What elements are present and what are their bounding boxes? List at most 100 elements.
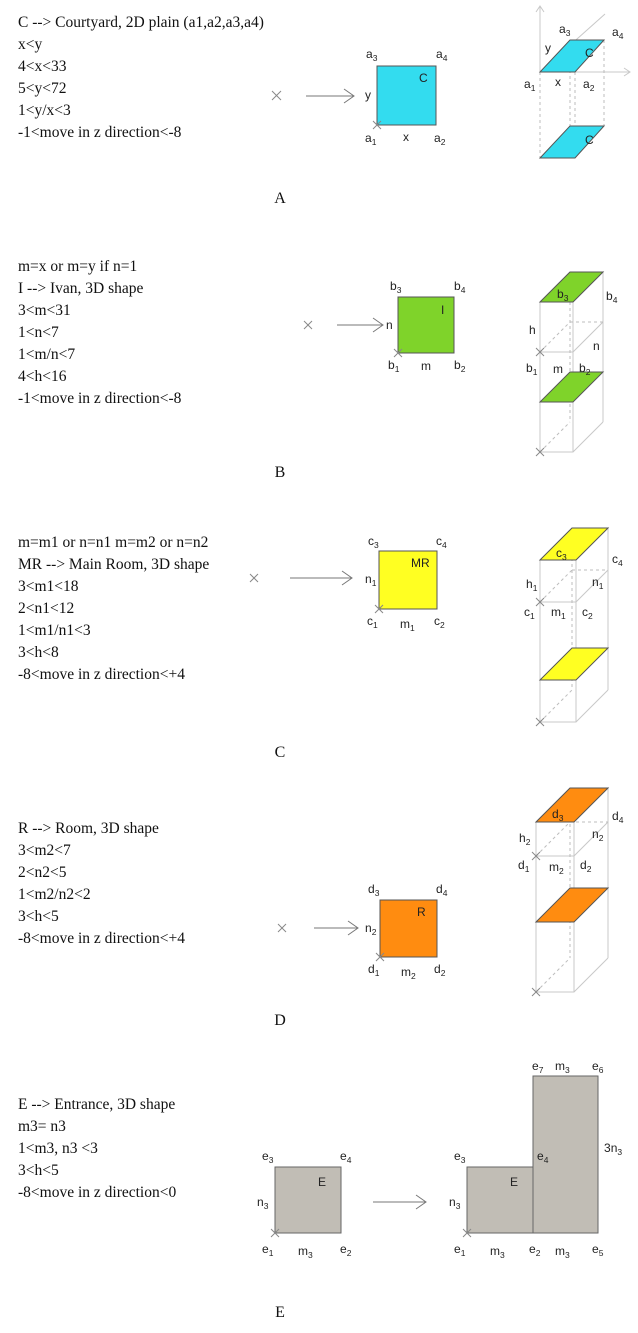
corner-3d-c3: c3 (556, 546, 567, 562)
corner-a3: a3 (366, 47, 378, 63)
rule-line: 1<m1/n1<3 (18, 622, 91, 639)
corner-3d-d3: d3 (552, 807, 564, 823)
corner-l-e5: e5 (592, 1242, 604, 1258)
depth-label-3d: h2 (519, 831, 531, 847)
diagram-c: MR n1 m1 c3 c4 c1 c2 h1 n1 m1 c3 c4 c1 c… (249, 526, 623, 727)
height-label: n1 (365, 572, 377, 588)
diagram-a: C y x a3 a4 a1 a2 C C y x a3 a4 a1 a2 (271, 5, 631, 159)
shape-letter: R (417, 905, 426, 919)
origin-cross (303, 320, 313, 330)
rule-line: 3<h<5 (18, 908, 59, 925)
ivan-lower-face (538, 371, 605, 403)
panel-c: m=m1 or n=n1 m=m2 or n=n2 MR --> Main Ro… (0, 522, 638, 772)
width-label: x (403, 130, 409, 144)
base-cross (531, 851, 541, 997)
shape-letter: C (419, 71, 428, 85)
rule-line: 3<m<31 (18, 302, 71, 319)
corner-3d-c1: c1 (524, 605, 535, 621)
ivan-top-face (538, 271, 605, 303)
shape-letter: MR (411, 556, 430, 570)
width-label-3d: x (555, 75, 561, 89)
bottom-width-label-2: m3 (555, 1244, 570, 1260)
shape-letter: I (441, 303, 444, 317)
width-label: m2 (401, 965, 416, 981)
corner-b1: b1 (388, 358, 400, 374)
bottom-width-label-1: m3 (490, 1244, 505, 1260)
height-label: n3 (257, 1195, 269, 1211)
corner-l-e2: e2 (529, 1242, 541, 1258)
corner-a2: a2 (434, 131, 446, 147)
depth-label-3d: h1 (526, 577, 538, 593)
rule-line: 1<m3, n3 <3 (18, 1140, 98, 1157)
corner-3d-a2: a2 (583, 77, 595, 93)
corner-e2: e2 (340, 1242, 352, 1258)
main-room-top-face (538, 527, 610, 561)
tall-side-label: 3n3 (604, 1141, 622, 1157)
rule-line: 2<n2<5 (18, 864, 67, 881)
corner-b4: b4 (454, 279, 466, 295)
rule-line: 5<y<72 (18, 80, 67, 97)
rule-line: -8<move in z direction<0 (18, 1184, 177, 1201)
height-label: n2 (365, 921, 377, 937)
height-label-3d: n (593, 339, 600, 353)
corner-d4: d4 (436, 882, 448, 898)
rules-b: m=x or m=y if n=1 I --> Ivan, 3D shape 3… (18, 256, 181, 410)
panel-a: C --> Courtyard, 2D plain (a1,a2,a3,a4) … (0, 0, 638, 215)
panel-label-c: C (274, 744, 286, 761)
shape-letter-3d-lower: C (585, 133, 594, 147)
origin-cross (277, 923, 287, 933)
corner-3d-a3: a3 (559, 22, 571, 38)
transform-arrow (314, 920, 359, 936)
width-label: m3 (298, 1244, 313, 1260)
corner-d2: d2 (434, 962, 446, 978)
corner-b3: b3 (390, 279, 402, 295)
main-room-square (378, 550, 438, 610)
base-cross (535, 347, 545, 457)
corner-l-e1: e1 (454, 1242, 466, 1258)
height-label: y (365, 88, 371, 102)
panel-label-b: B (274, 464, 286, 481)
panel-d: R --> Room, 3D shape 3<m2<7 2<n2<5 1<m2/… (0, 782, 638, 1037)
entrance-square (274, 1166, 342, 1234)
rule-line: C --> Courtyard, 2D plain (a1,a2,a3,a4) (18, 14, 264, 31)
corner-c1: c1 (367, 614, 378, 630)
width-label-3d: m2 (549, 860, 564, 876)
rule-line: m=m1 or n=n1 m=m2 or n=n2 (18, 534, 209, 551)
shape-letter: E (318, 1175, 326, 1189)
shape-letter-l: E (510, 1175, 518, 1189)
rule-line: -1<move in z direction<-8 (18, 124, 182, 141)
room-top-face (534, 787, 610, 823)
rule-line: 4<x<33 (18, 58, 67, 75)
rule-line: 4<h<16 (18, 368, 67, 385)
corner-3d-b3: b3 (557, 287, 569, 303)
width-label-3d: m1 (551, 605, 566, 621)
panel-e: E --> Entrance, 3D shape m3= n3 1<m3, n3… (0, 1040, 638, 1333)
corner-e3: e3 (262, 1149, 274, 1165)
rule-line: 1<y/x<3 (18, 102, 71, 119)
corner-l-e3: e3 (454, 1149, 466, 1165)
corner-c4: c4 (436, 534, 447, 550)
rule-line: R --> Room, 3D shape (18, 820, 159, 837)
corner-a1: a1 (365, 131, 377, 147)
courtyard-lower-plane (538, 125, 606, 159)
room-lower-face (534, 887, 610, 923)
rule-line: x<y (18, 36, 43, 53)
ivan-square (397, 296, 455, 354)
corner-3d-b2: b2 (579, 361, 591, 377)
corner-3d-d4: d4 (612, 809, 624, 825)
rule-line: m3= n3 (18, 1118, 66, 1135)
rules-e: E --> Entrance, 3D shape m3= n3 1<m3, n3… (18, 1094, 176, 1204)
height-label-3d: y (545, 41, 551, 55)
transform-arrow (337, 317, 384, 333)
corner-3d-d2: d2 (580, 858, 592, 874)
rule-line: -8<move in z direction<+4 (18, 666, 185, 683)
rules-d: R --> Room, 3D shape 3<m2<7 2<n2<5 1<m2/… (18, 818, 185, 950)
rules-c: m=m1 or n=n1 m=m2 or n=n2 MR --> Main Ro… (18, 532, 209, 686)
rule-line: MR --> Main Room, 3D shape (18, 556, 210, 573)
rule-line: 2<n1<12 (18, 600, 75, 617)
rule-line: 3<m1<18 (18, 578, 79, 595)
corner-c3: c3 (368, 534, 379, 550)
corner-3d-a1: a1 (524, 77, 536, 93)
corner-e4: e4 (340, 1149, 352, 1165)
top-width-label: m3 (555, 1059, 570, 1075)
